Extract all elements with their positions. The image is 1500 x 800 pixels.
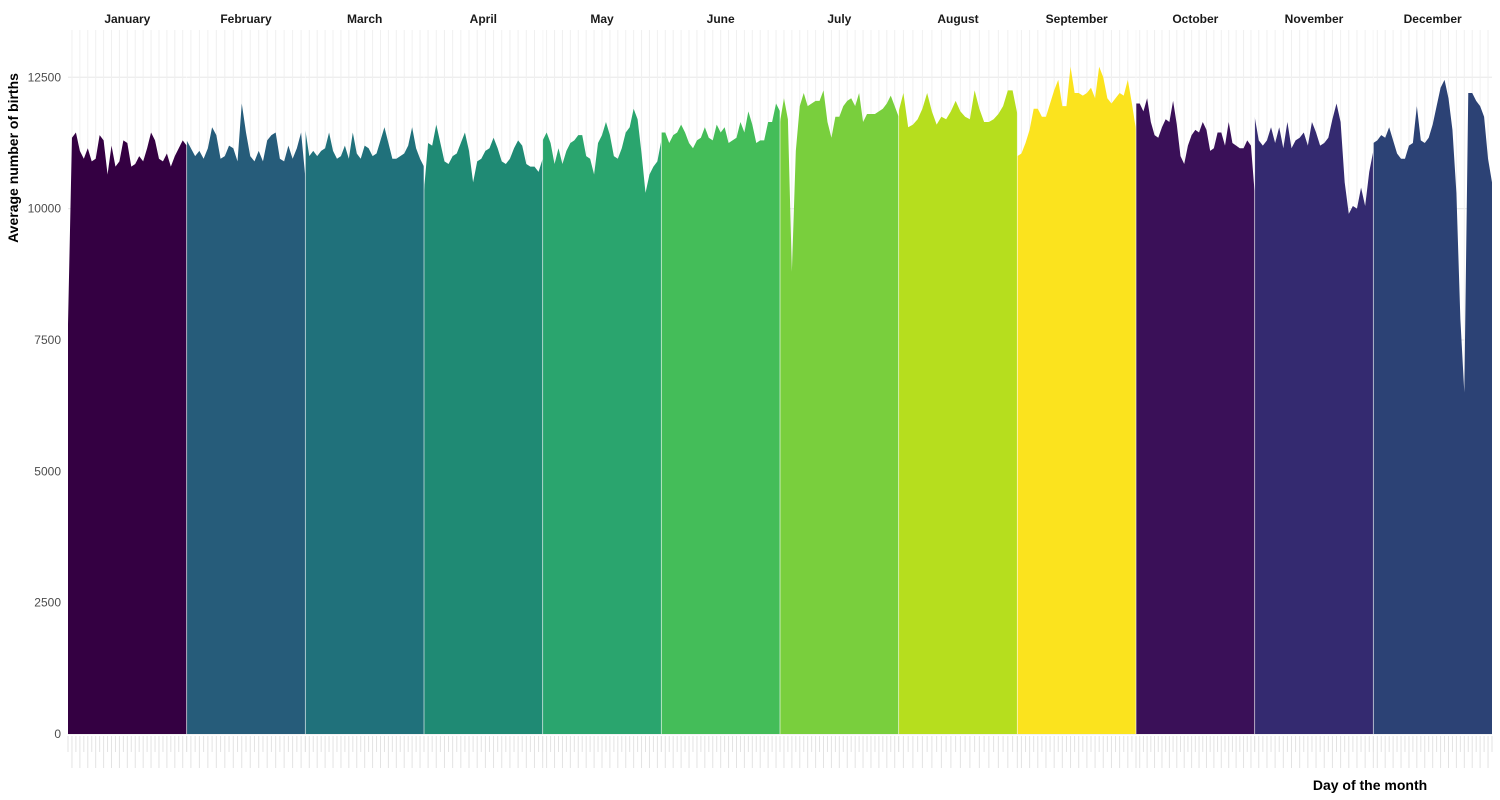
month-label-april: April	[470, 12, 497, 26]
month-dividers	[186, 30, 1374, 734]
area-december	[1373, 79, 1492, 734]
month-label-august: August	[937, 12, 978, 26]
month-areas	[68, 66, 1492, 735]
y-tick-label: 7500	[34, 333, 61, 347]
y-tick-label: 5000	[34, 464, 61, 478]
day-rug-ticks	[67, 736, 1493, 768]
y-tick-label: 0	[54, 727, 61, 741]
area-october	[1136, 98, 1255, 735]
area-may	[542, 108, 662, 734]
y-axis-title: Average number of births	[5, 73, 21, 243]
month-label-november: November	[1285, 12, 1344, 26]
month-label-july: July	[827, 12, 851, 26]
y-tick-label: 10000	[28, 202, 62, 216]
area-june	[661, 103, 780, 735]
month-label-december: December	[1404, 12, 1462, 26]
y-tick-label: 2500	[34, 596, 61, 610]
area-july	[780, 90, 899, 735]
area-april	[424, 124, 543, 734]
month-label-january: January	[104, 12, 150, 26]
y-tick-label: 12500	[28, 70, 62, 84]
month-labels: January February March April May June July Augu…	[104, 12, 1462, 26]
y-axis: 0 2500 5000 7500 10000 12500	[28, 70, 62, 741]
area-november	[1254, 103, 1374, 735]
area-august	[898, 90, 1018, 735]
month-label-march: March	[347, 12, 382, 26]
area-march	[305, 127, 424, 734]
area-february	[186, 103, 306, 735]
month-label-may: May	[590, 12, 614, 26]
month-label-february: February	[220, 12, 272, 26]
x-axis-title: Day of the month	[1313, 777, 1427, 793]
month-label-june: June	[707, 12, 735, 26]
month-label-october: October	[1172, 12, 1218, 26]
area-september	[1017, 66, 1136, 734]
month-label-september: September	[1046, 12, 1108, 26]
area-january	[68, 132, 187, 734]
